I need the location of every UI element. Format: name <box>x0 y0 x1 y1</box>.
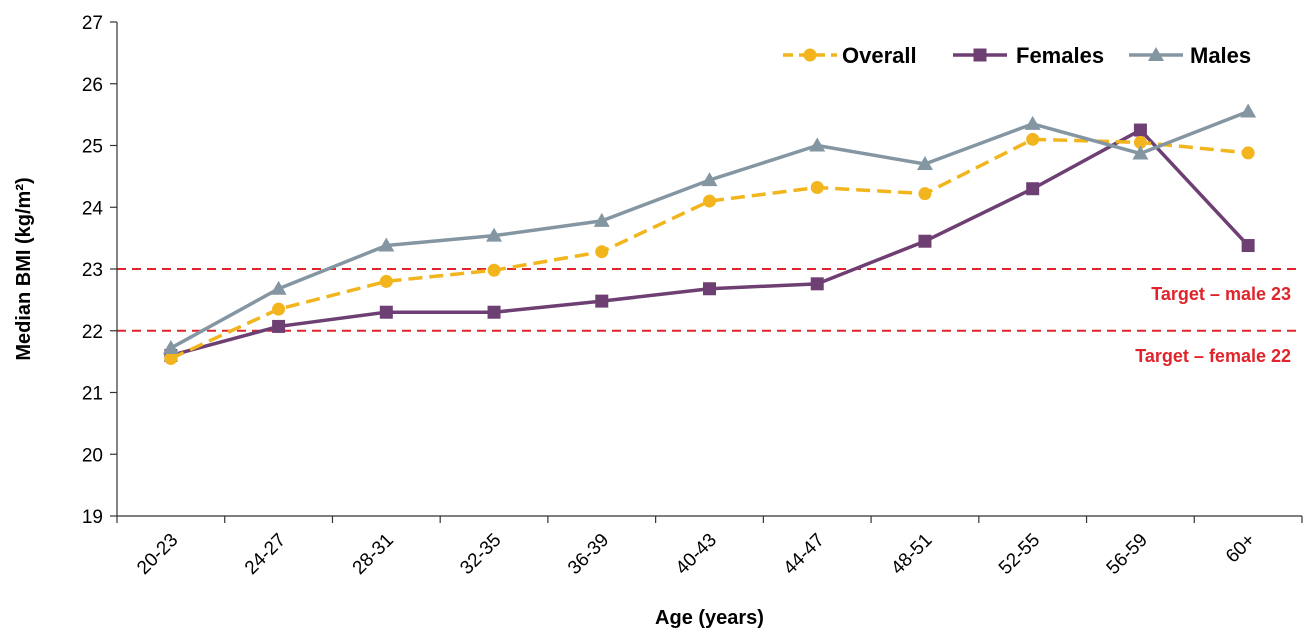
data-point-triangle <box>1240 103 1257 118</box>
x-tick-label: 56-59 <box>1103 530 1152 579</box>
legend-label: Females <box>1016 43 1104 68</box>
data-point-circle <box>379 274 393 288</box>
x-axis-title: Age (years) <box>655 607 764 629</box>
target-label: Target – male 23 <box>1151 284 1291 304</box>
data-point-circle <box>703 194 716 208</box>
x-tick-label: 52-55 <box>995 530 1044 579</box>
series-males <box>162 103 1257 355</box>
y-tick-label: 25 <box>82 137 103 158</box>
x-tick-label: 20-23 <box>133 530 182 579</box>
x-tick-label: 40-43 <box>672 530 721 579</box>
y-tick-label: 20 <box>82 445 103 466</box>
series-group <box>162 103 1257 366</box>
series-females <box>164 123 1255 362</box>
data-point-triangle <box>378 237 395 252</box>
x-tick-label: 36-39 <box>564 530 613 579</box>
data-point-triangle <box>1132 145 1149 160</box>
data-point-square <box>810 277 824 291</box>
legend-item-overall: Overall <box>783 43 917 68</box>
data-point-circle <box>803 48 817 62</box>
data-point-circle <box>164 352 178 366</box>
y-tick-label: 27 <box>82 13 103 34</box>
x-tick-label: 44-47 <box>780 530 829 579</box>
data-point-square <box>1241 239 1255 253</box>
legend-label: Males <box>1190 43 1251 68</box>
data-point-circle <box>272 302 286 316</box>
series-line <box>170 128 1250 358</box>
x-tick-label: 32-35 <box>456 530 505 579</box>
legend-item-males: Males <box>1129 43 1251 68</box>
data-point-square <box>1133 123 1147 137</box>
data-point-triangle <box>162 340 179 355</box>
series-line <box>170 137 1249 361</box>
x-tick-label: 48-51 <box>887 530 936 579</box>
data-point-circle <box>595 245 609 259</box>
y-tick-label: 19 <box>82 507 103 528</box>
data-point-triangle <box>809 137 826 152</box>
data-point-triangle <box>916 156 933 171</box>
data-point-square <box>1026 182 1040 196</box>
data-point-triangle <box>486 227 503 242</box>
reference-lines: Target – male 23 Target – female 22 <box>117 268 1302 366</box>
x-tick-label: 24-27 <box>241 530 290 579</box>
data-point-triangle <box>1024 115 1041 130</box>
y-tick-label: 23 <box>82 260 103 281</box>
y-tick-label: 24 <box>82 198 104 219</box>
data-point-square <box>379 305 393 319</box>
y-axis-title: Median BMI (kg/m²) <box>13 177 35 360</box>
data-point-circle <box>1241 146 1255 160</box>
y-tick-label: 22 <box>82 322 103 343</box>
x-tick-label: 28-31 <box>349 530 398 579</box>
legend: Overall Females Males <box>783 43 1251 68</box>
data-point-triangle <box>593 212 610 227</box>
data-point-square <box>703 282 716 296</box>
data-point-square <box>973 48 987 62</box>
data-point-triangle <box>1148 47 1164 61</box>
data-point-square <box>595 294 609 308</box>
data-point-square <box>918 234 932 248</box>
data-point-triangle <box>701 172 718 187</box>
data-point-square <box>272 319 286 333</box>
data-point-circle <box>1133 135 1147 149</box>
data-point-circle <box>810 180 824 194</box>
target-label: Target – female 22 <box>1135 346 1291 366</box>
data-point-square <box>487 305 501 319</box>
data-point-circle <box>487 263 501 277</box>
legend-label: Overall <box>842 43 917 68</box>
legend-item-females: Females <box>953 43 1104 68</box>
data-point-circle <box>918 187 932 201</box>
y-tick-label: 21 <box>82 384 103 405</box>
series-overall <box>164 132 1255 366</box>
data-point-triangle <box>270 280 287 295</box>
data-point-circle <box>1026 132 1040 146</box>
series-line <box>170 109 1249 350</box>
y-tick-label: 26 <box>82 75 103 96</box>
x-tick-label: 60+ <box>1222 530 1260 568</box>
